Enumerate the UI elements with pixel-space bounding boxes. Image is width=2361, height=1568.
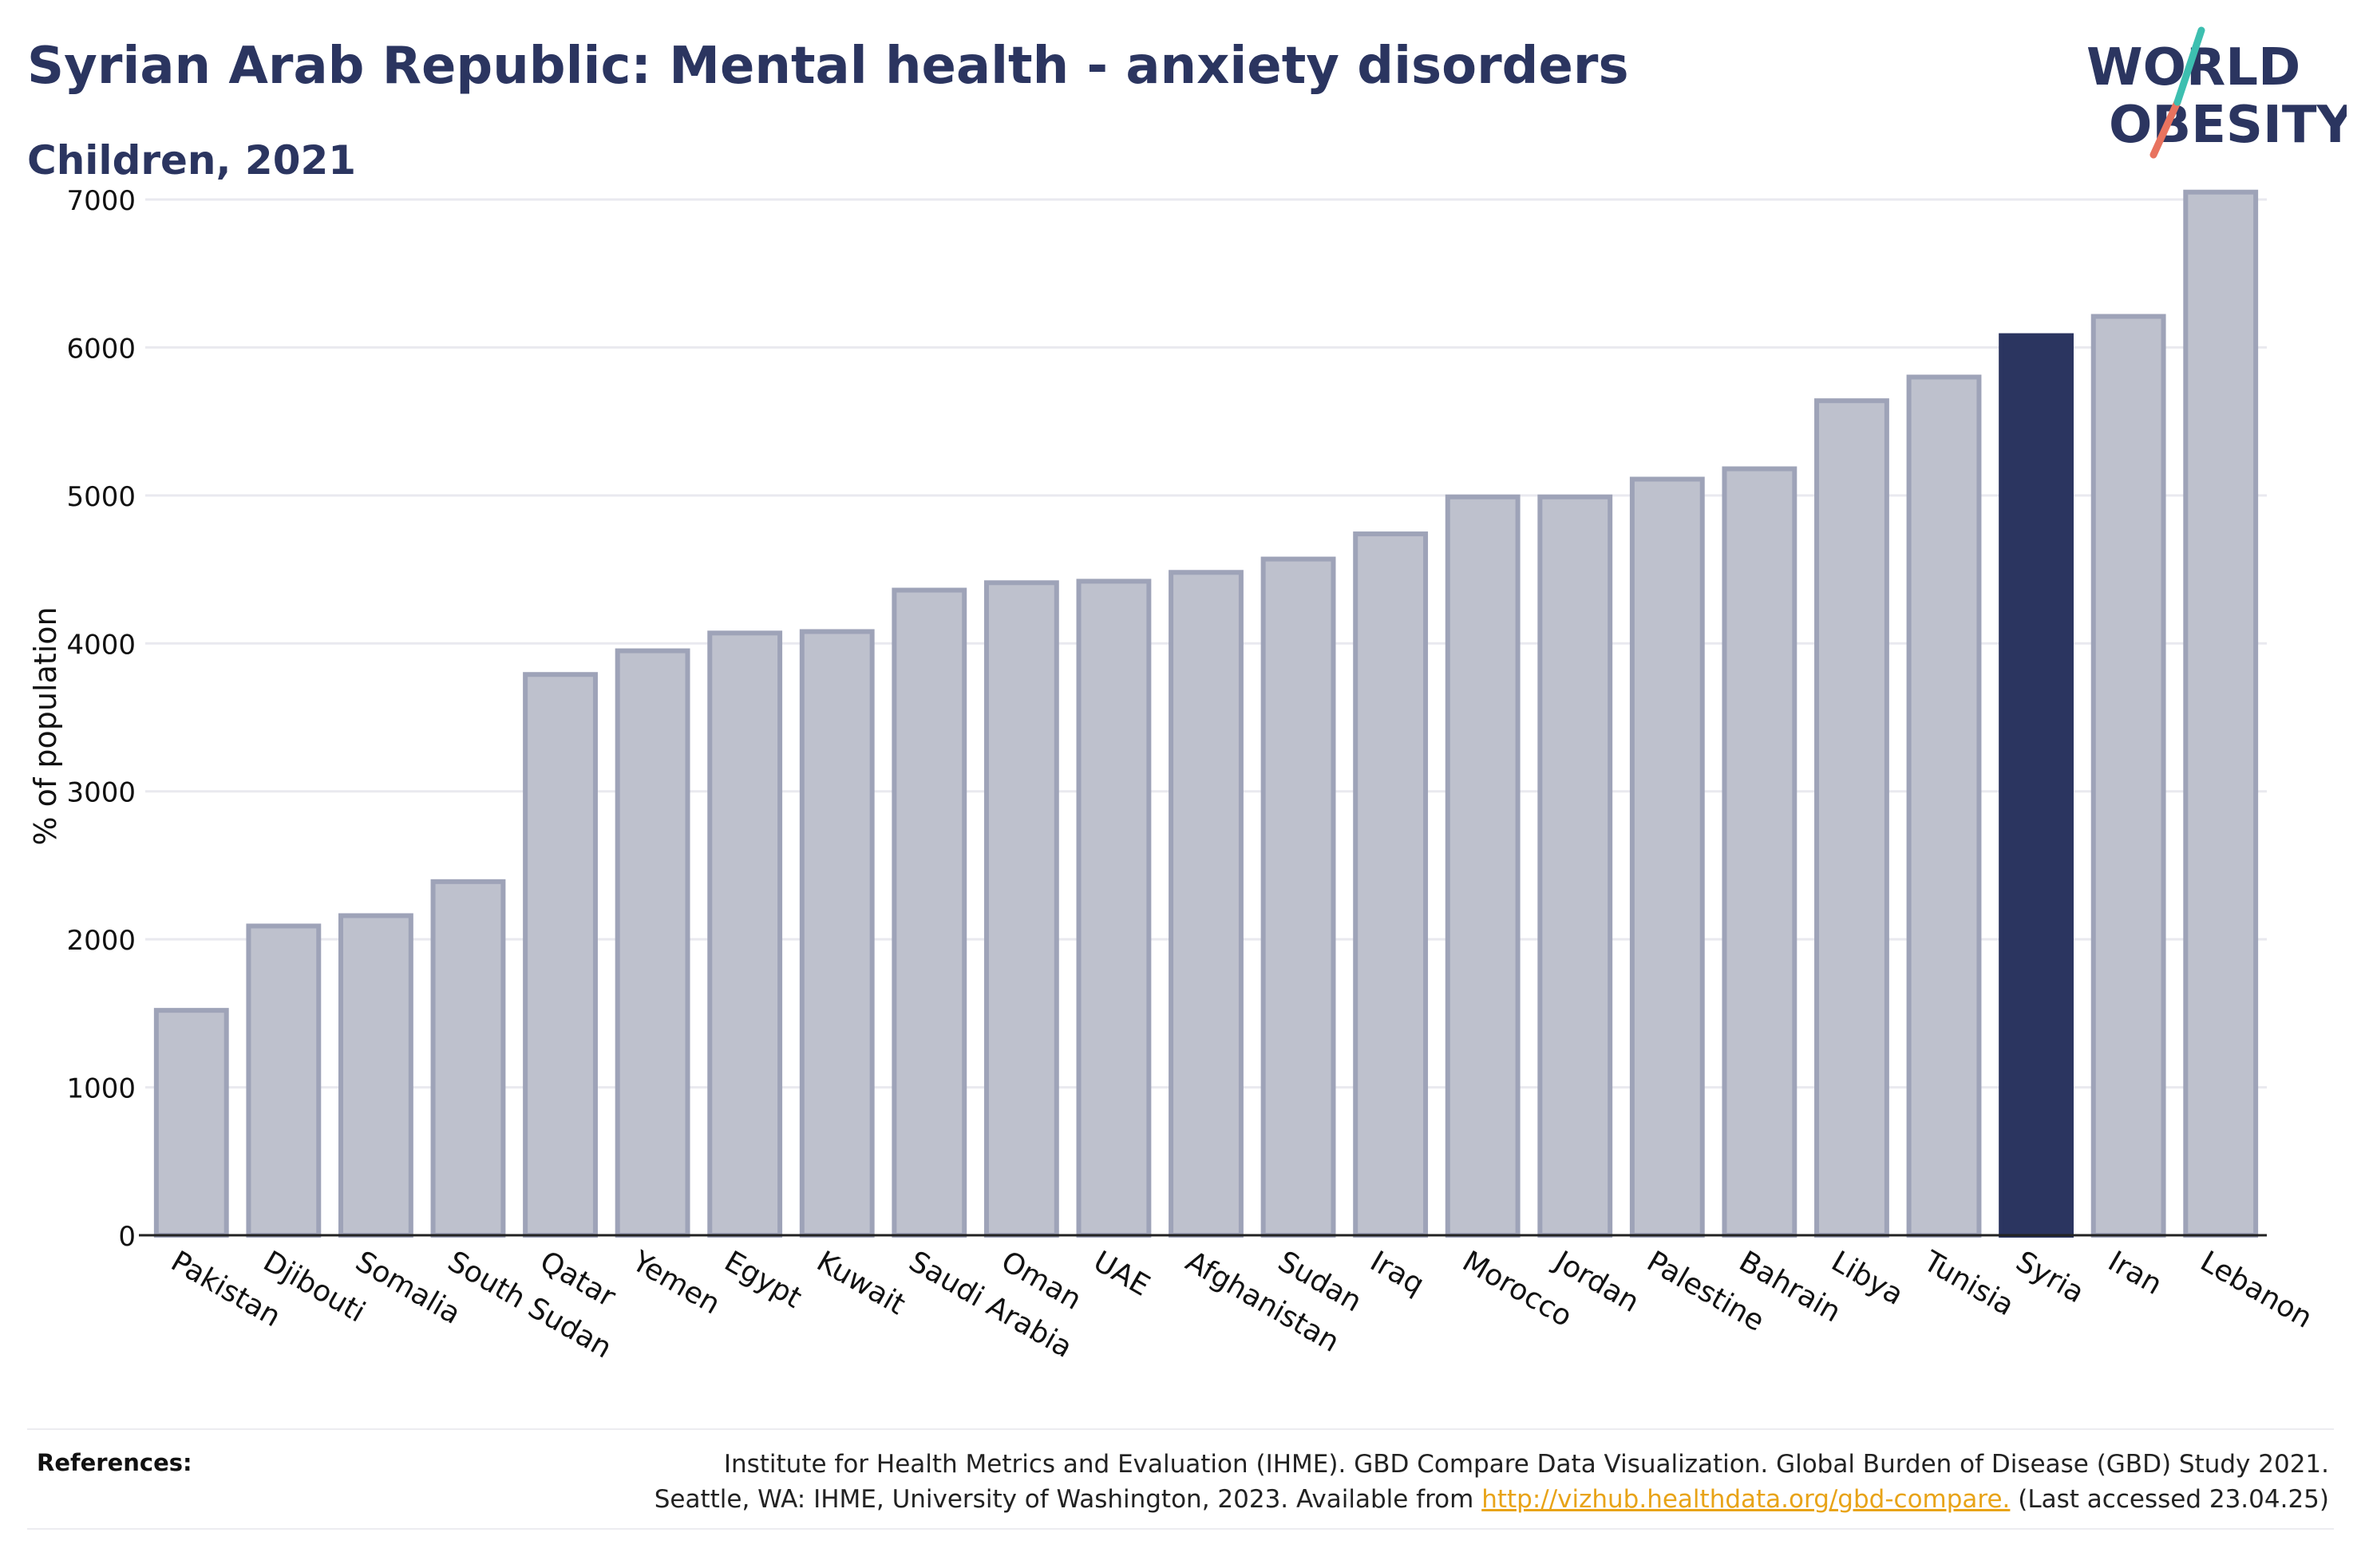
bar-kuwait	[799, 629, 875, 1238]
x-tick-label: Iraq	[1365, 1245, 1430, 1301]
bar-chart: 0 1000 2000 3000 4000 5000 6000 7000 PakistanDj…	[28, 185, 2318, 1365]
y-tick-label: 1000	[66, 1073, 136, 1105]
y-tick-label: 0	[118, 1221, 136, 1253]
bar-egypt	[707, 630, 783, 1238]
y-tick-label: 4000	[66, 629, 136, 661]
bar-pakistan	[153, 1008, 229, 1238]
y-axis-ticks: 0 1000 2000 3000 4000 5000 6000 7000	[66, 185, 136, 1253]
bar-afghanistan	[1169, 570, 1244, 1238]
y-tick-label: 7000	[66, 185, 136, 217]
x-tick-label: Lebanon	[2195, 1245, 2318, 1335]
references-link[interactable]: http://vizhub.healthdata.org/gbd-compare…	[1481, 1485, 2011, 1514]
y-tick-label: 6000	[66, 333, 136, 365]
bar-morocco	[1445, 494, 1521, 1238]
chart-title: Syrian Arab Republic: Mental health - an…	[27, 37, 1629, 96]
x-tick-label: Syria	[2011, 1245, 2090, 1309]
bar-palestine	[1629, 476, 1705, 1238]
bar-uae	[1076, 579, 1152, 1238]
bar-djibouti	[246, 923, 322, 1238]
bar-lebanon	[2183, 189, 2259, 1238]
references-line-2-start: Seattle, WA: IHME, University of Washing…	[654, 1485, 1482, 1514]
y-axis-label: % of population	[28, 606, 63, 845]
bar-syria	[1999, 333, 2074, 1238]
bar-iran	[2090, 314, 2166, 1238]
bar-somalia	[338, 913, 413, 1238]
footer-divider-bottom	[27, 1528, 2334, 1530]
bar-qatar	[523, 672, 598, 1238]
bar-sudan	[1260, 556, 1336, 1238]
bar-iraq	[1353, 531, 1429, 1238]
x-tick-label: Kuwait	[811, 1245, 911, 1321]
x-tick-label: Tunisia	[1917, 1245, 2019, 1322]
bar-tunisia	[1906, 374, 1982, 1238]
bar-libya	[1814, 398, 1889, 1238]
y-tick-label: 5000	[66, 481, 136, 513]
svg-text:OBESITY: OBESITY	[2109, 96, 2347, 155]
x-tick-label: Afghanistan	[1180, 1245, 1345, 1359]
x-tick-label: Yemen	[626, 1245, 726, 1321]
references-text: Institute for Health Metrics and Evaluat…	[493, 1447, 2329, 1517]
y-tick-label: 3000	[66, 777, 136, 809]
bar-jordan	[1537, 494, 1613, 1238]
bars	[153, 189, 2259, 1238]
chart-subtitle: Children, 2021	[27, 137, 357, 184]
bar-yemen	[615, 648, 690, 1238]
bar-saudi-arabia	[892, 587, 967, 1238]
bar-south-sudan	[430, 879, 506, 1238]
footer-divider-top	[27, 1428, 2334, 1430]
references-line-2-end: (Last accessed 23.04.25)	[2010, 1485, 2329, 1514]
references-line-2: Seattle, WA: IHME, University of Washing…	[493, 1482, 2329, 1517]
x-tick-label: Egypt	[719, 1245, 807, 1314]
y-tick-label: 2000	[66, 925, 136, 957]
x-tick-label: Somalia	[350, 1245, 465, 1331]
x-tick-label: Iran	[2102, 1245, 2167, 1301]
world-obesity-logo: WORLD OBESITY	[2086, 26, 2347, 159]
bar-oman	[983, 580, 1059, 1238]
references-label: References:	[37, 1449, 192, 1476]
x-tick-label: UAE	[1088, 1245, 1155, 1302]
references-line-1: Institute for Health Metrics and Evaluat…	[723, 1450, 2329, 1479]
bar-bahrain	[1722, 466, 1797, 1238]
